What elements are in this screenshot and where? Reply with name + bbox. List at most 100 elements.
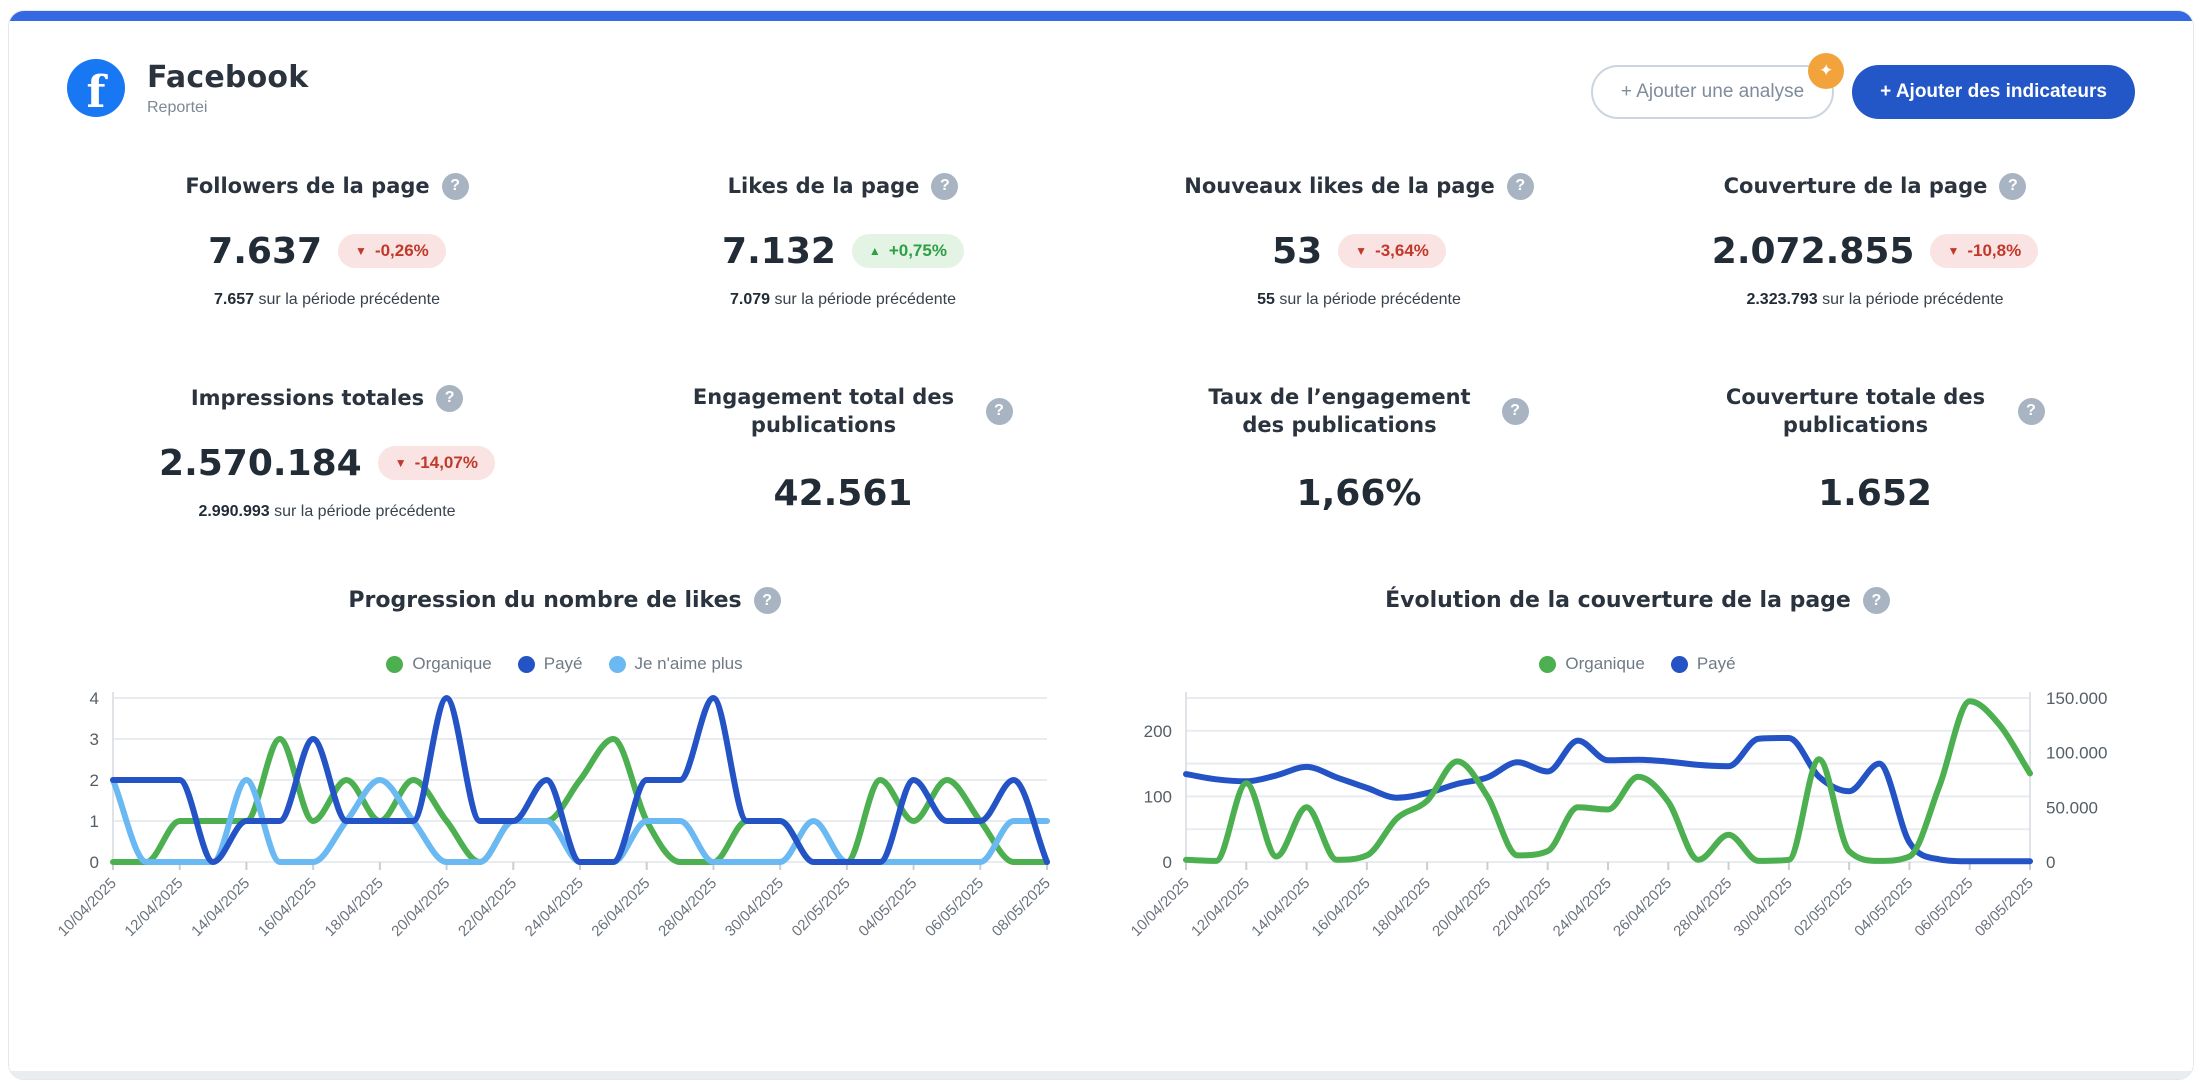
svg-text:150.000: 150.000: [2046, 689, 2107, 708]
legend-item[interactable]: Payé: [517, 654, 583, 674]
kpi-value: 2.072.855: [1711, 230, 1915, 272]
svg-text:08/05/2025: 08/05/2025: [1971, 875, 2036, 940]
svg-text:28/04/2025: 28/04/2025: [655, 875, 720, 940]
svg-text:26/04/2025: 26/04/2025: [1610, 875, 1675, 940]
chart-canvas: 0 100 200 0 50.000 100.000 150.000 10/04/202512…: [1128, 689, 2107, 940]
kpi-previous-period: 7.079 sur la période précédente: [730, 291, 956, 309]
svg-text:28/04/2025: 28/04/2025: [1670, 875, 1735, 940]
facebook-logo-icon: f: [67, 59, 125, 117]
kpi-delta-value: -3,64%: [1375, 241, 1429, 260]
kpi-card: Engagement total des publications ? 42.5…: [585, 383, 1101, 521]
svg-text:20/04/2025: 20/04/2025: [1429, 875, 1494, 940]
chart-title: Progression du nombre de likes: [348, 588, 742, 613]
add-analysis-label: + Ajouter une analyse: [1620, 81, 1805, 102]
kpi-previous-value: 2.990.993: [198, 503, 270, 520]
coverage-evolution-chart: Évolution de la couverture de la page? Or…: [1116, 587, 2159, 994]
kpi-delta-badge: ▲ +0,75%: [851, 234, 964, 268]
page-title: Facebook: [147, 59, 309, 95]
kpi-previous-value: 7.657: [214, 291, 255, 308]
kpi-value: 7.637: [208, 230, 323, 272]
kpi-delta-badge: ▼ -10,8%: [1930, 234, 2039, 268]
delta-arrow-icon: ▼: [355, 244, 367, 258]
kpi-previous-value: 7.079: [730, 291, 771, 308]
kpi-title: Engagement total des publications: [692, 385, 955, 438]
add-analysis-button[interactable]: + Ajouter une analyse ✦: [1590, 53, 1845, 119]
svg-text:18/04/2025: 18/04/2025: [1368, 875, 1433, 940]
svg-text:22/04/2025: 22/04/2025: [455, 875, 520, 940]
svg-text:30/04/2025: 30/04/2025: [721, 875, 786, 940]
svg-text:1: 1: [89, 812, 98, 831]
kpi-card: Likes de la page ? 7.132 ▲ +0,75% 7.079 s…: [585, 171, 1101, 309]
kpi-value: 1,66%: [1296, 473, 1422, 515]
help-icon[interactable]: ?: [1501, 397, 1529, 425]
help-icon[interactable]: ?: [441, 172, 469, 200]
line-series-organique: [1182, 698, 2033, 864]
svg-text:3: 3: [89, 730, 98, 749]
svg-text:0: 0: [2046, 853, 2055, 872]
legend-label: Je n'aime plus: [634, 654, 743, 673]
svg-text:06/05/2025: 06/05/2025: [922, 875, 987, 940]
help-icon[interactable]: ?: [753, 587, 781, 614]
kpi-delta-value: -14,07%: [414, 453, 478, 472]
chart-title: Évolution de la couverture de la page: [1385, 588, 1851, 613]
kpi-previous-value: 2.323.793: [1746, 291, 1818, 308]
legend-item[interactable]: Payé: [1670, 654, 1736, 674]
facebook-report-card: f Facebook Reportei + Ajouter une analys…: [8, 10, 2194, 1080]
help-icon[interactable]: ?: [1999, 172, 2027, 200]
help-icon[interactable]: ?: [436, 384, 464, 412]
svg-text:02/05/2025: 02/05/2025: [1790, 875, 1855, 940]
svg-text:2: 2: [89, 771, 98, 790]
svg-text:14/04/2025: 14/04/2025: [188, 875, 253, 940]
delta-arrow-icon: ▲: [868, 244, 881, 258]
legend-dot-icon: [1670, 655, 1688, 673]
legend-dot-icon: [1539, 655, 1557, 673]
legend-item[interactable]: Je n'aime plus: [608, 654, 743, 674]
chart-legend: Organique Payé: [1539, 654, 1736, 674]
help-icon[interactable]: ?: [931, 172, 959, 200]
kpi-title: Couverture de la page: [1723, 173, 1988, 198]
svg-text:02/05/2025: 02/05/2025: [788, 875, 853, 940]
kpi-previous-period: 2.990.993 sur la période précédente: [198, 503, 455, 521]
kpi-title: Impressions totales: [190, 385, 425, 410]
svg-text:04/05/2025: 04/05/2025: [855, 875, 920, 940]
delta-arrow-icon: ▼: [1355, 244, 1368, 258]
help-icon[interactable]: ?: [1506, 172, 1534, 200]
line-series-pay-: [1182, 735, 2033, 865]
add-indicators-label: + Ajouter des indicateurs: [1880, 81, 2107, 102]
kpi-title: Followers de la page: [185, 173, 430, 198]
kpi-delta-badge: ▼ -3,64%: [1338, 234, 1446, 268]
svg-text:24/04/2025: 24/04/2025: [1549, 875, 1614, 940]
svg-text:08/05/2025: 08/05/2025: [988, 875, 1053, 940]
kpi-card: Taux de l’engagement des publications ? …: [1101, 383, 1617, 521]
svg-text:04/05/2025: 04/05/2025: [1851, 875, 1916, 940]
help-icon[interactable]: ?: [2017, 397, 2045, 425]
kpi-title: Nouveaux likes de la page: [1184, 173, 1495, 198]
svg-text:22/04/2025: 22/04/2025: [1489, 875, 1554, 940]
kpi-grid: Followers de la page ? 7.637 ▼ -0,26% 7.6…: [9, 171, 2193, 521]
kpi-title: Taux de l’engagement des publications: [1208, 385, 1471, 438]
kpi-card: Couverture de la page ? 2.072.855 ▼ -10,8…: [1617, 171, 2133, 309]
svg-text:100.000: 100.000: [2046, 744, 2107, 763]
kpi-delta-badge: ▼ -0,26%: [338, 234, 446, 268]
svg-text:50.000: 50.000: [2046, 798, 2098, 817]
kpi-delta-value: +0,75%: [888, 241, 947, 260]
svg-text:12/04/2025: 12/04/2025: [1188, 875, 1253, 940]
sparkle-badge-icon: ✦: [1808, 53, 1845, 89]
legend-item[interactable]: Organique: [1539, 654, 1645, 674]
kpi-previous-text: sur la période précédente: [1822, 291, 2004, 308]
delta-arrow-icon: ▼: [394, 456, 407, 470]
brand-subtitle: Reportei: [147, 98, 208, 116]
help-icon[interactable]: ?: [1862, 587, 1890, 614]
legend-dot-icon: [386, 655, 404, 673]
chart-canvas: 0 1 2 3 4 10/04/2025 12/04/2025 14/04/2025 16/04…: [55, 689, 1054, 940]
kpi-card: Couverture totale des publications ? 1.6…: [1617, 383, 2133, 521]
svg-text:06/05/2025: 06/05/2025: [1911, 875, 1976, 940]
line-series-pay-: [109, 695, 1050, 865]
legend-item[interactable]: Organique: [386, 654, 492, 674]
kpi-title: Couverture totale des publications: [1725, 385, 1986, 438]
svg-text:4: 4: [89, 689, 98, 708]
kpi-title: Likes de la page: [727, 173, 920, 198]
help-icon[interactable]: ?: [985, 397, 1013, 425]
kpi-previous-text: sur la période précédente: [258, 291, 440, 308]
add-indicators-button[interactable]: + Ajouter des indicateurs: [1852, 65, 2135, 119]
